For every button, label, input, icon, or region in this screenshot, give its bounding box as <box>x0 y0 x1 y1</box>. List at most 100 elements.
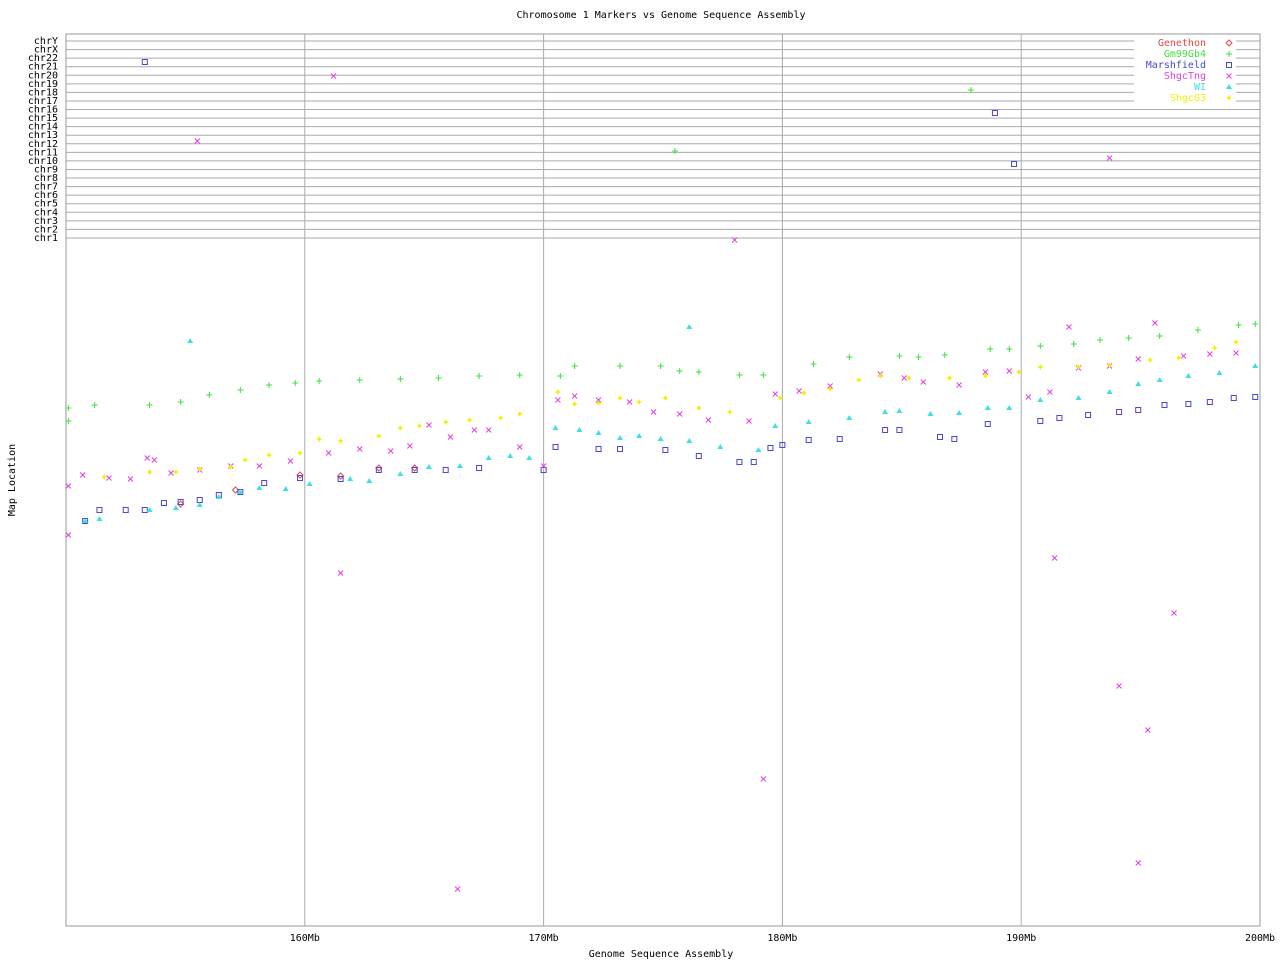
data-point <box>650 409 657 415</box>
data-point <box>686 438 693 443</box>
data-point <box>485 455 492 460</box>
data-point <box>471 427 478 433</box>
data-point <box>316 436 323 442</box>
data-point <box>1235 322 1242 328</box>
data-point <box>65 483 72 489</box>
data-point <box>662 447 669 453</box>
data-point <box>736 372 743 378</box>
data-point <box>187 338 194 343</box>
data-point <box>984 405 991 410</box>
chromosome-label: chr8 <box>34 173 58 184</box>
data-point <box>767 445 774 451</box>
legend-marker <box>1225 39 1233 47</box>
data-point <box>1252 363 1259 368</box>
data-point <box>1037 343 1044 349</box>
data-point <box>416 423 423 429</box>
data-point <box>1233 350 1239 356</box>
data-point <box>397 471 404 476</box>
legend-marker <box>1226 84 1232 89</box>
data-point <box>516 444 523 450</box>
data-point <box>435 375 442 381</box>
data-point <box>705 417 712 423</box>
x-tick-label: 190Mb <box>1006 933 1036 944</box>
data-point <box>731 237 738 243</box>
data-point <box>987 346 994 352</box>
data-point <box>1152 320 1158 326</box>
data-point <box>1037 397 1044 402</box>
data-point <box>1156 333 1163 339</box>
data-point <box>127 476 134 482</box>
data-point <box>695 369 702 375</box>
data-point <box>96 516 103 521</box>
data-point <box>1106 389 1113 394</box>
data-point <box>1085 412 1092 418</box>
data-point <box>800 390 807 396</box>
chromosome-label: chr13 <box>28 130 58 141</box>
data-point <box>540 463 547 469</box>
data-point <box>676 368 683 374</box>
data-point <box>695 405 702 411</box>
data-point <box>1006 405 1013 410</box>
data-point <box>571 401 578 407</box>
data-point <box>1252 321 1259 327</box>
data-point <box>476 465 483 471</box>
data-point <box>1037 364 1044 370</box>
data-point <box>882 409 889 414</box>
data-point <box>65 405 72 411</box>
x-axis-label: Genome Sequence Assembly <box>589 949 734 960</box>
data-point <box>991 110 998 116</box>
data-point <box>760 776 767 782</box>
data-point <box>337 476 344 482</box>
x-tick-label: 180Mb <box>767 933 797 944</box>
data-point <box>982 373 989 379</box>
data-point <box>772 423 779 428</box>
data-point <box>425 464 432 469</box>
data-point <box>375 433 382 439</box>
data-point <box>968 87 975 93</box>
data-point <box>915 354 922 360</box>
data-point <box>779 442 786 448</box>
data-point <box>227 464 234 470</box>
data-point <box>746 418 752 424</box>
data-point <box>1211 345 1218 351</box>
data-point <box>196 466 203 472</box>
data-point <box>146 507 153 512</box>
data-point <box>1233 339 1240 345</box>
data-point <box>1194 327 1201 333</box>
data-point <box>772 391 779 397</box>
data-point <box>951 436 958 442</box>
data-point <box>1075 395 1082 400</box>
data-point <box>65 418 72 424</box>
data-point <box>736 459 743 465</box>
data-point <box>507 453 514 458</box>
data-point <box>442 467 449 473</box>
data-point <box>636 399 643 405</box>
data-point <box>552 444 559 450</box>
chromosome-label: chr5 <box>34 199 58 210</box>
data-point <box>686 324 693 329</box>
data-point <box>172 469 179 475</box>
data-point <box>617 446 624 452</box>
data-point <box>497 415 504 421</box>
legend-marker <box>1226 73 1232 79</box>
data-point <box>1135 381 1142 386</box>
data-point <box>796 388 802 394</box>
data-point <box>151 457 158 463</box>
data-point <box>96 507 103 513</box>
plot-frame <box>65 33 1261 927</box>
data-point <box>141 59 148 65</box>
data-point <box>1066 324 1072 330</box>
data-point <box>1116 683 1122 689</box>
data-point <box>1185 373 1192 378</box>
data-point <box>65 532 72 538</box>
data-point <box>571 363 578 369</box>
data-point <box>982 369 989 375</box>
data-point <box>316 378 323 384</box>
chromosome-label: chr7 <box>34 182 58 193</box>
data-point <box>671 148 678 154</box>
chromosome-label: chr17 <box>28 96 58 107</box>
data-point <box>457 463 464 468</box>
data-point <box>662 395 669 401</box>
x-tick-label: 200Mb <box>1245 933 1275 944</box>
